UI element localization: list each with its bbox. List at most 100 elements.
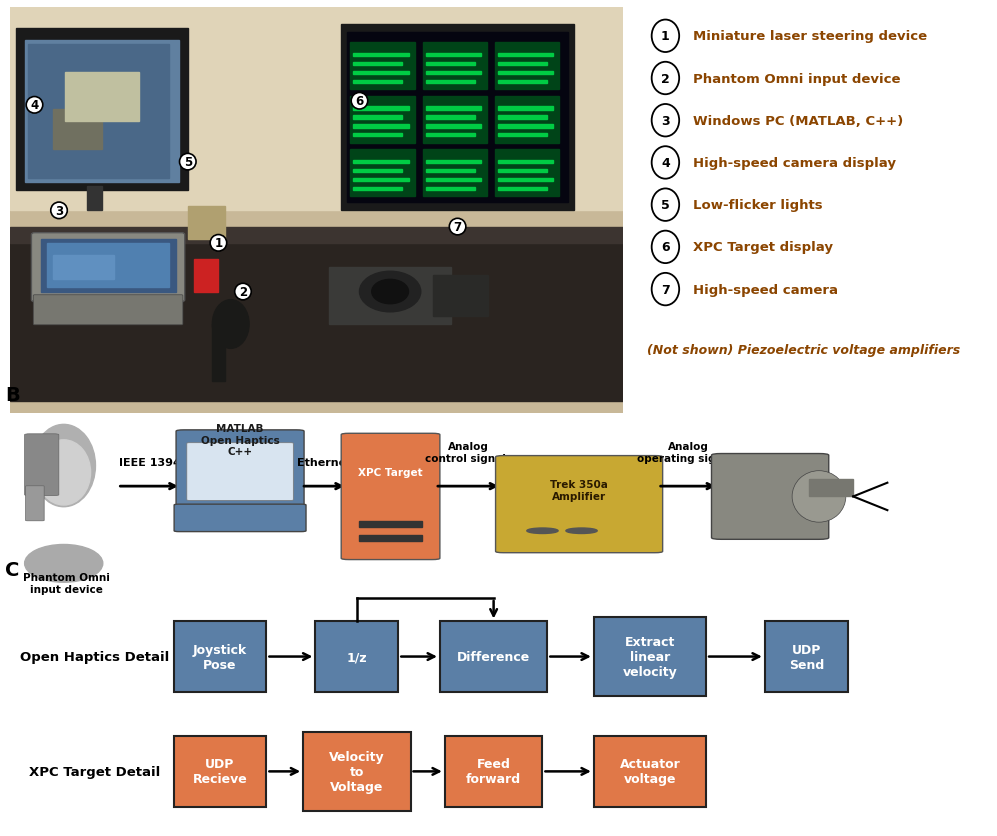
Text: 2: 2 bbox=[239, 286, 247, 298]
Bar bbox=[353, 187, 403, 191]
Circle shape bbox=[652, 63, 679, 95]
Bar bbox=[498, 116, 547, 120]
Circle shape bbox=[652, 21, 679, 53]
Circle shape bbox=[652, 232, 679, 264]
Bar bbox=[498, 170, 547, 173]
Bar bbox=[426, 54, 481, 57]
Bar bbox=[495, 150, 559, 197]
Bar bbox=[498, 179, 553, 182]
Bar bbox=[28, 45, 169, 179]
Text: Trek 350a
Amplifier: Trek 350a Amplifier bbox=[550, 480, 608, 502]
Bar bbox=[212, 324, 224, 381]
Bar bbox=[426, 72, 481, 75]
Text: 2: 2 bbox=[661, 73, 670, 85]
Circle shape bbox=[652, 104, 679, 137]
FancyBboxPatch shape bbox=[173, 622, 266, 692]
FancyBboxPatch shape bbox=[176, 431, 304, 510]
FancyBboxPatch shape bbox=[303, 732, 411, 811]
Bar bbox=[353, 161, 409, 164]
Bar bbox=[353, 72, 409, 75]
Bar bbox=[353, 107, 409, 110]
Text: Feed
forward: Feed forward bbox=[466, 757, 521, 786]
Text: Miniature laser steering device: Miniature laser steering device bbox=[693, 30, 927, 43]
Text: 7: 7 bbox=[454, 221, 462, 234]
Bar bbox=[426, 134, 475, 137]
Bar bbox=[426, 170, 475, 173]
Text: Analog
control signals: Analog control signals bbox=[425, 441, 511, 463]
Text: Open Haptics Detail: Open Haptics Detail bbox=[20, 650, 169, 663]
Text: Low-flicker lights: Low-flicker lights bbox=[693, 199, 823, 212]
Bar bbox=[426, 80, 475, 84]
Bar bbox=[350, 43, 415, 89]
Bar bbox=[41, 239, 175, 293]
Text: 5: 5 bbox=[183, 156, 191, 169]
Bar bbox=[65, 74, 139, 122]
Bar bbox=[47, 243, 169, 288]
Bar bbox=[498, 80, 547, 84]
Bar bbox=[423, 97, 487, 144]
Text: C: C bbox=[5, 560, 20, 579]
Bar bbox=[498, 72, 553, 75]
Ellipse shape bbox=[32, 425, 96, 507]
Bar bbox=[193, 260, 218, 293]
Bar bbox=[353, 179, 409, 182]
Bar bbox=[187, 207, 224, 239]
Text: Ethernet: Ethernet bbox=[297, 457, 352, 467]
Text: UDP
Send: UDP Send bbox=[789, 643, 824, 670]
FancyBboxPatch shape bbox=[315, 622, 399, 692]
Text: XPC Target Detail: XPC Target Detail bbox=[29, 765, 161, 778]
Text: Analog
operating signals: Analog operating signals bbox=[637, 441, 740, 463]
Bar bbox=[353, 63, 403, 66]
Text: (Not shown) Piezoelectric voltage amplifiers: (Not shown) Piezoelectric voltage amplif… bbox=[646, 344, 960, 357]
FancyBboxPatch shape bbox=[594, 737, 706, 807]
FancyBboxPatch shape bbox=[594, 617, 706, 696]
Bar bbox=[16, 28, 187, 191]
Text: Windows PC (MATLAB, C++): Windows PC (MATLAB, C++) bbox=[693, 115, 903, 128]
Circle shape bbox=[652, 189, 679, 222]
Text: 1: 1 bbox=[661, 30, 670, 43]
Bar bbox=[498, 54, 553, 57]
Ellipse shape bbox=[25, 545, 103, 583]
Bar bbox=[350, 97, 415, 144]
Text: Phantom Omni input device: Phantom Omni input device bbox=[693, 73, 900, 85]
Bar bbox=[10, 8, 623, 212]
Bar bbox=[495, 43, 559, 89]
Bar bbox=[359, 522, 423, 528]
FancyBboxPatch shape bbox=[712, 454, 829, 540]
FancyBboxPatch shape bbox=[25, 434, 59, 496]
Text: High-speed camera display: High-speed camera display bbox=[693, 157, 896, 170]
Bar bbox=[53, 256, 115, 280]
Text: Actuator
voltage: Actuator voltage bbox=[619, 757, 680, 786]
Text: 7: 7 bbox=[661, 283, 670, 296]
FancyBboxPatch shape bbox=[26, 487, 44, 521]
Bar bbox=[423, 150, 487, 197]
FancyBboxPatch shape bbox=[173, 737, 266, 807]
Text: 6: 6 bbox=[355, 95, 364, 108]
Bar bbox=[498, 187, 547, 191]
FancyBboxPatch shape bbox=[174, 505, 306, 532]
Text: 3: 3 bbox=[55, 205, 63, 217]
Text: XPC Target: XPC Target bbox=[358, 467, 423, 477]
Text: Velocity
to
Voltage: Velocity to Voltage bbox=[329, 750, 385, 793]
Ellipse shape bbox=[212, 300, 249, 349]
Circle shape bbox=[652, 273, 679, 306]
FancyBboxPatch shape bbox=[496, 456, 663, 553]
Text: Joystick
Pose: Joystick Pose bbox=[192, 643, 247, 670]
Bar bbox=[498, 161, 553, 164]
Text: 6: 6 bbox=[661, 241, 670, 254]
Text: 4: 4 bbox=[661, 157, 670, 170]
Bar bbox=[350, 150, 415, 197]
Circle shape bbox=[566, 528, 597, 534]
Circle shape bbox=[360, 272, 421, 313]
FancyBboxPatch shape bbox=[186, 443, 293, 501]
Bar bbox=[426, 63, 475, 66]
Circle shape bbox=[652, 147, 679, 180]
Bar bbox=[359, 535, 423, 542]
Bar bbox=[353, 170, 403, 173]
Text: 3: 3 bbox=[661, 115, 670, 128]
FancyBboxPatch shape bbox=[33, 295, 182, 325]
Text: MATLAB
Open Haptics
C++: MATLAB Open Haptics C++ bbox=[200, 424, 279, 456]
Bar bbox=[498, 125, 553, 129]
FancyBboxPatch shape bbox=[32, 233, 184, 303]
Bar bbox=[53, 110, 102, 150]
